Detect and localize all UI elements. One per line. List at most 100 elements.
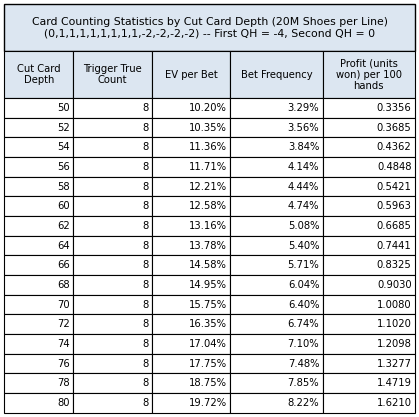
Bar [323,138,415,157]
Bar [323,256,415,275]
Bar [73,51,152,98]
Bar [230,236,323,256]
Bar [73,118,152,138]
Bar [4,157,73,177]
Bar [73,177,152,196]
Text: 6.74%: 6.74% [287,319,319,329]
Bar [230,354,323,374]
Text: 3.56%: 3.56% [287,123,319,133]
Bar [230,295,323,314]
Bar [323,118,415,138]
Bar [230,216,323,236]
Bar [230,196,323,216]
Text: 6.04%: 6.04% [288,280,319,290]
Text: 8: 8 [142,103,149,113]
Text: 8: 8 [142,123,149,133]
Text: 1.3277: 1.3277 [377,359,411,369]
Bar [73,138,152,157]
Text: 80: 80 [57,398,70,408]
Text: EV per Bet: EV per Bet [165,70,217,80]
Bar [4,393,73,413]
Bar [4,177,73,196]
Text: 0.4362: 0.4362 [377,142,411,152]
Bar [230,98,323,118]
Text: 58: 58 [57,182,70,192]
Text: 68: 68 [57,280,70,290]
Text: 8.22%: 8.22% [287,398,319,408]
Text: 7.48%: 7.48% [288,359,319,369]
Text: 52: 52 [57,123,70,133]
Text: 8: 8 [142,319,149,329]
Bar [4,314,73,334]
Bar [323,374,415,393]
Text: 8: 8 [142,339,149,349]
Bar [152,196,230,216]
Bar [4,98,73,118]
Text: 8: 8 [142,162,149,172]
Text: 74: 74 [57,339,70,349]
Text: 0.3685: 0.3685 [377,123,411,133]
Bar [4,334,73,354]
Bar [323,236,415,256]
Bar [152,216,230,236]
Text: 0.5963: 0.5963 [377,201,411,211]
Bar [73,314,152,334]
Bar [323,275,415,295]
Bar [152,177,230,196]
Bar [4,138,73,157]
Bar [4,236,73,256]
Text: 16.35%: 16.35% [189,319,227,329]
Bar [152,256,230,275]
Bar [230,334,323,354]
Text: 8: 8 [142,221,149,231]
Bar [4,354,73,374]
Bar [73,354,152,374]
Text: 72: 72 [57,319,70,329]
Bar [230,177,323,196]
Text: 7.10%: 7.10% [287,339,319,349]
Text: 0.5421: 0.5421 [377,182,411,192]
Text: 1.2098: 1.2098 [377,339,411,349]
Bar [323,314,415,334]
Text: 0.8325: 0.8325 [377,260,411,270]
Bar [73,334,152,354]
Text: 0.4848: 0.4848 [377,162,411,172]
Bar [152,295,230,314]
Text: 8: 8 [142,398,149,408]
Bar [4,256,73,275]
Text: 8: 8 [142,280,149,290]
Text: 60: 60 [57,201,70,211]
Text: 5.08%: 5.08% [288,221,319,231]
Text: 8: 8 [142,260,149,270]
Text: 78: 78 [57,378,70,388]
Text: 56: 56 [57,162,70,172]
Text: 8: 8 [142,378,149,388]
Text: 3.84%: 3.84% [288,142,319,152]
Text: 1.1020: 1.1020 [377,319,411,329]
Bar [73,157,152,177]
Bar [73,236,152,256]
Bar [323,177,415,196]
Text: Trigger True
Count: Trigger True Count [83,64,142,85]
Text: Cut Card
Depth: Cut Card Depth [17,64,61,85]
Bar [152,334,230,354]
Text: 17.04%: 17.04% [189,339,227,349]
Bar [73,98,152,118]
Bar [230,157,323,177]
Bar [323,334,415,354]
Bar [230,256,323,275]
Bar [230,51,323,98]
Text: 17.75%: 17.75% [189,359,227,369]
Bar [152,51,230,98]
Bar [152,393,230,413]
Text: 15.75%: 15.75% [189,300,227,310]
Text: 8: 8 [142,201,149,211]
Text: 76: 76 [57,359,70,369]
Bar [73,374,152,393]
Bar [230,314,323,334]
Text: 50: 50 [57,103,70,113]
Text: 1.4719: 1.4719 [377,378,411,388]
Bar [4,4,415,51]
Bar [152,374,230,393]
Bar [73,275,152,295]
